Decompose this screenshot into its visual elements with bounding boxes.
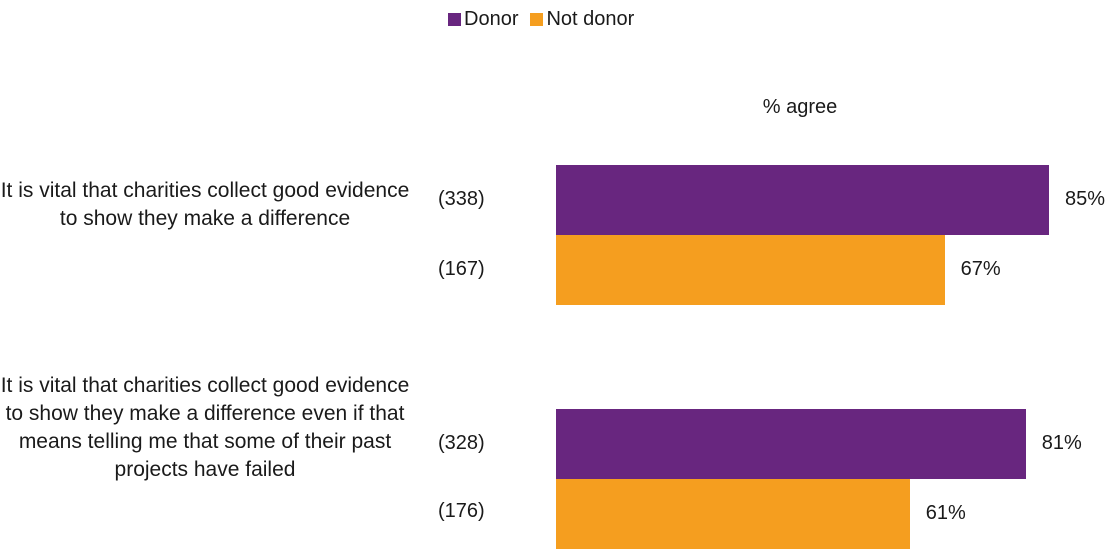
bar-donor-2 (556, 409, 1026, 479)
legend: Donor Not donor (448, 8, 646, 31)
base-count-not-donor-2: (176) (438, 500, 485, 522)
legend-item-not-donor: Not donor (530, 8, 634, 31)
category-label-2: It is vital that charities collect good … (0, 374, 410, 481)
category-label-1: It is vital that charities collect good … (0, 179, 410, 230)
legend-swatch-not-donor (530, 13, 544, 26)
base-count-not-donor-1: (167) (438, 258, 485, 280)
data-label-not-donor-1: 67% (960, 258, 1001, 280)
legend-label-not-donor: Not donor (546, 8, 635, 30)
bar-not-donor-1 (556, 235, 945, 305)
data-label-donor-2: 81% (1041, 432, 1082, 454)
bar-donor-1 (556, 165, 1049, 235)
base-count-donor-2: (328) (438, 432, 485, 454)
base-count-donor-1: (338) (438, 188, 485, 210)
legend-item-donor: Donor (448, 8, 518, 31)
data-label-donor-1: 85% (1065, 188, 1106, 210)
chart-subtitle: % agree (762, 96, 838, 118)
bar-not-donor-2 (556, 479, 910, 549)
legend-label-donor: Donor (464, 8, 519, 30)
data-label-not-donor-2: 61% (925, 502, 966, 524)
legend-swatch-donor (448, 13, 461, 26)
